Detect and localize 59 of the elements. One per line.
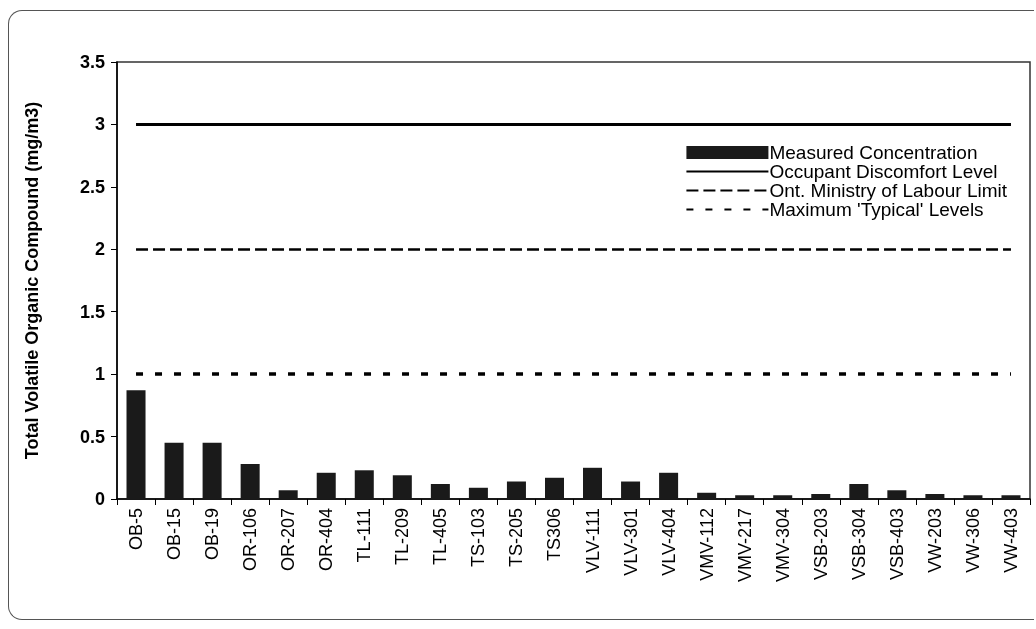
bar: [811, 494, 831, 499]
y-axis-title: Total Volatile Organic Compound (mg/m3): [22, 101, 42, 460]
bar: [506, 481, 526, 499]
x-tick-label: VLV-301: [620, 508, 641, 576]
bar: [544, 477, 564, 499]
y-tick-label: 2: [94, 239, 105, 260]
x-tick-label: VMV-217: [734, 508, 755, 583]
x-tick-label: OB-15: [164, 508, 185, 561]
bar: [164, 442, 184, 499]
bar: [1001, 495, 1021, 499]
bar: [278, 490, 298, 499]
x-tick-label: OB-5: [126, 508, 147, 551]
x-tick-label: OR-404: [316, 508, 337, 572]
y-tick-label: 0.5: [79, 426, 105, 447]
bar: [963, 495, 983, 499]
x-tick-label: OR-106: [240, 508, 261, 572]
y-tick-label: 1: [94, 364, 105, 385]
bar: [316, 472, 336, 499]
x-tick-label: VLV-111: [582, 508, 603, 574]
x-tick-label: VSB-203: [810, 508, 831, 581]
bar: [697, 492, 717, 499]
bar: [735, 495, 755, 499]
x-tick-label: TS-205: [506, 508, 527, 568]
bar: [887, 490, 907, 499]
bar: [430, 484, 450, 499]
x-tick-label: VW-403: [1000, 508, 1021, 573]
bar: [392, 475, 412, 499]
x-tick-label: TL-209: [392, 508, 413, 566]
bar: [849, 484, 869, 499]
bar: [621, 481, 641, 499]
x-tick-label: TS-103: [468, 508, 489, 568]
x-tick-label: VSB-403: [886, 508, 907, 581]
bar: [925, 494, 945, 499]
bar: [126, 390, 146, 499]
bar: [583, 467, 603, 499]
bar: [240, 464, 260, 499]
bar: [659, 472, 679, 499]
x-tick-label: VW-306: [962, 508, 983, 573]
x-tick-label: VW-203: [924, 508, 945, 573]
bar: [202, 442, 222, 499]
y-tick-label: 2.5: [79, 176, 105, 197]
bar: [354, 470, 374, 499]
x-tick-label: VMV-112: [696, 508, 717, 581]
x-tick-label: VSB-304: [848, 508, 869, 581]
x-tick-label: VMV-304: [772, 508, 793, 583]
x-tick-label: TS306: [544, 508, 565, 562]
y-tick-label: 1.5: [79, 301, 105, 322]
y-tick-label: 3: [94, 114, 105, 135]
legend-label: Measured Concentration: [769, 142, 978, 163]
x-tick-label: OR-207: [278, 508, 299, 572]
bar: [468, 487, 488, 499]
y-tick-label: 0: [94, 489, 105, 509]
x-tick-label: TL-111: [354, 508, 375, 563]
x-tick-label: VLV-404: [658, 508, 679, 576]
x-tick-label: OB-19: [202, 508, 223, 561]
legend-label: Occupant Discomfort Level: [769, 161, 998, 182]
y-tick-label: 3.5: [79, 52, 105, 72]
bar: [773, 495, 793, 499]
x-tick-label: TL-405: [430, 508, 451, 566]
